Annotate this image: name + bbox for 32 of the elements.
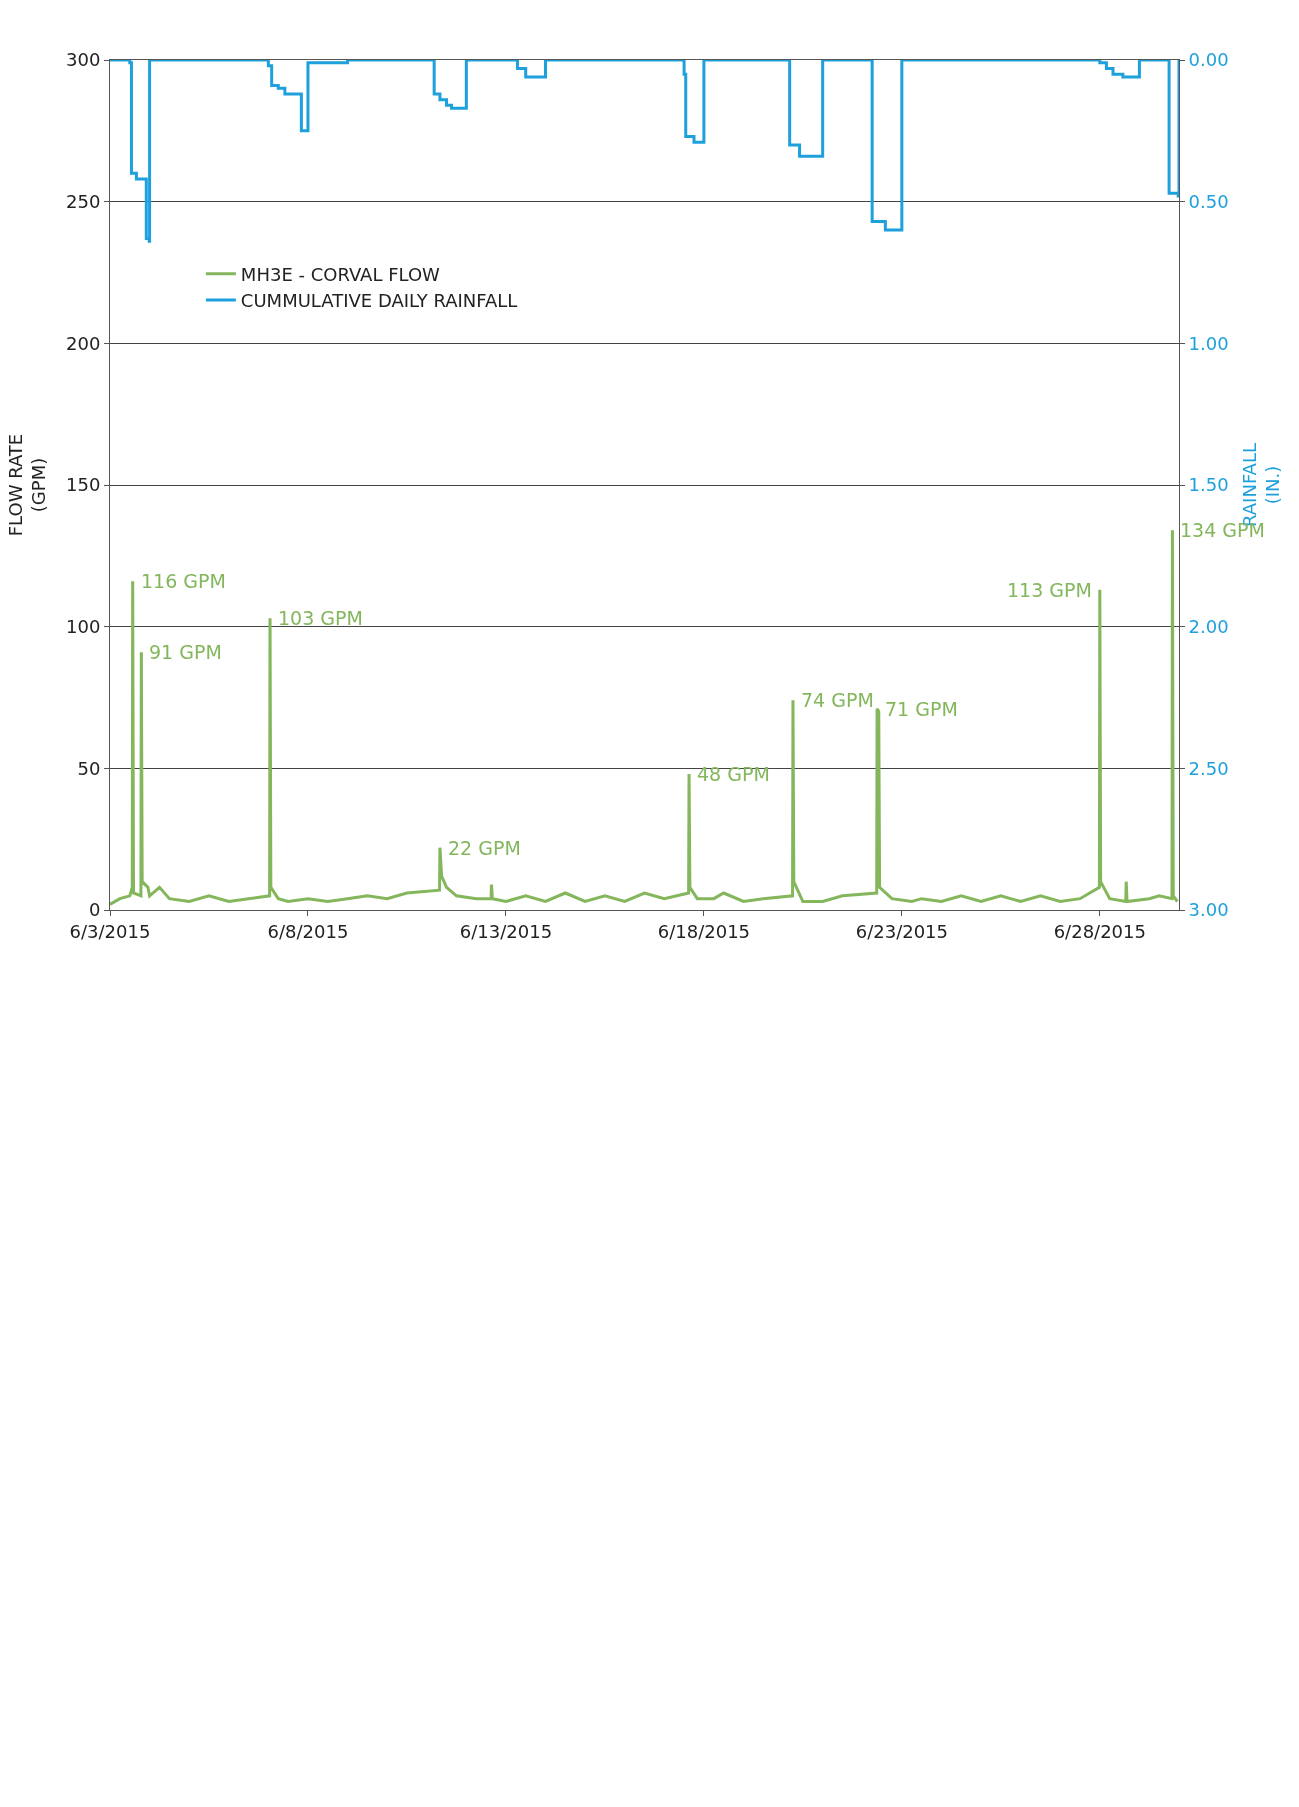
- annotation: 48 GPM: [697, 763, 770, 785]
- annotation: 103 GPM: [278, 607, 363, 629]
- y-tick-label: 100: [66, 615, 101, 637]
- legend-label: CUMMULATIVE DAILY RAINFALL: [240, 290, 518, 312]
- x-tick-label: 6/18/2015: [657, 920, 751, 942]
- annotation: 22 GPM: [448, 837, 521, 859]
- annotation: 91 GPM: [149, 641, 222, 663]
- annotation: 74 GPM: [801, 689, 874, 711]
- x-tick-label: 6/13/2015: [459, 920, 553, 942]
- annotation: 113 GPM: [1007, 579, 1092, 601]
- y-tick-label: 300: [66, 49, 101, 71]
- y2-tick-label: 0.00: [1188, 49, 1229, 71]
- y2-tick-label: 1.00: [1188, 332, 1229, 354]
- y2-tick-label: 2.50: [1188, 757, 1229, 779]
- y-tick-label: 0: [88, 899, 101, 921]
- y2-tick-label: 3.00: [1188, 899, 1229, 921]
- y2-tick-label: 1.50: [1188, 474, 1229, 496]
- y-tick-label: 150: [66, 474, 101, 496]
- x-tick-label: 6/8/2015: [267, 920, 349, 942]
- annotation: 116 GPM: [141, 570, 226, 592]
- legend-label: MH3E - CORVAL FLOW: [240, 263, 441, 285]
- y-tick-label: 250: [66, 190, 101, 212]
- x-tick-label: 6/28/2015: [1053, 920, 1146, 942]
- line-series: [110, 528, 1179, 906]
- y2-tick-label: 2.00: [1188, 615, 1229, 637]
- x-tick-label: 6/3/2015: [69, 920, 151, 942]
- y-tick-label: 200: [66, 332, 101, 354]
- y2-tick-label: 0.50: [1188, 190, 1229, 212]
- y-tick-label: 50: [77, 757, 101, 779]
- x-tick-label: 6/23/2015: [855, 920, 948, 942]
- y-axis-title: FLOW RATE (GPM): [4, 433, 50, 537]
- annotation: 71 GPM: [885, 698, 958, 720]
